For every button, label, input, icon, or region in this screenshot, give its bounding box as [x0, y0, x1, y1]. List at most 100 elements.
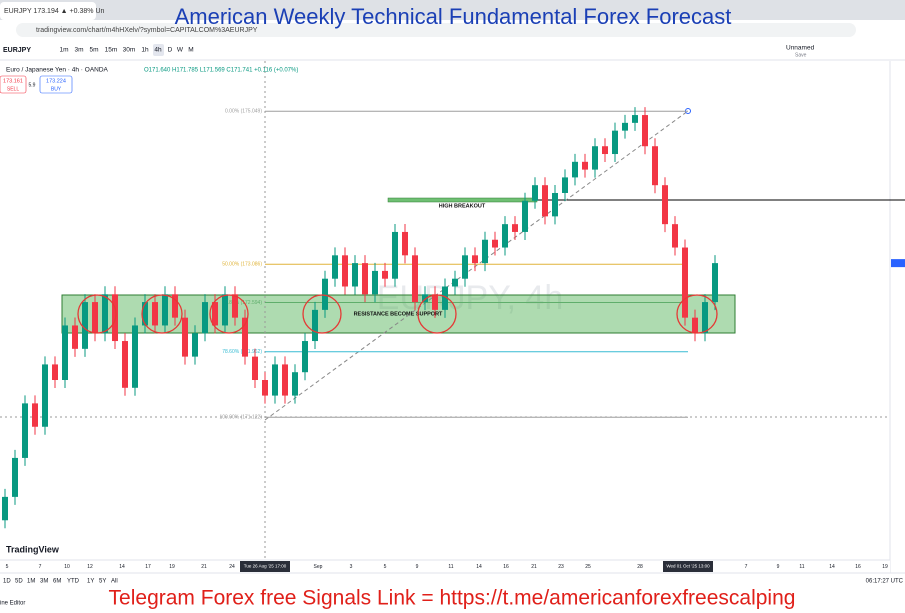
layout-name[interactable]: Unnamed — [786, 45, 815, 52]
candle-body — [572, 161, 578, 178]
interval[interactable]: D — [168, 47, 173, 54]
range-button[interactable]: 5Y — [99, 579, 106, 585]
range-button[interactable]: 3M — [40, 579, 48, 585]
time-label: 10 — [64, 564, 70, 570]
candle-body — [302, 341, 308, 373]
range-button[interactable]: 1M — [27, 579, 35, 585]
sell-price: 173.161 — [3, 78, 23, 84]
symbol[interactable]: EURJPY — [3, 47, 31, 54]
candle-body — [362, 263, 368, 295]
candle-body — [122, 341, 128, 388]
spread: 5.9 — [29, 82, 36, 88]
time-highlight — [663, 561, 713, 572]
breakout-box — [387, 197, 538, 203]
candle-body — [132, 325, 138, 388]
interval[interactable]: 4h — [154, 47, 162, 54]
tab[interactable] — [0, 2, 96, 20]
time-label: 9 — [416, 564, 419, 570]
candle-body — [22, 403, 28, 458]
range-button[interactable]: YTD — [67, 579, 80, 585]
buy-button[interactable] — [39, 75, 73, 94]
interval[interactable]: 15m — [105, 47, 118, 54]
interval[interactable]: 30m — [123, 47, 136, 54]
candle-body — [442, 286, 448, 310]
time-label: 14 — [829, 564, 835, 570]
time-label: 14 — [119, 564, 125, 570]
candle-body — [272, 364, 278, 396]
candle-body — [262, 380, 268, 396]
price-axis — [890, 61, 905, 573]
candle-body — [312, 309, 318, 342]
candle-body — [642, 115, 648, 147]
candle-body — [212, 302, 218, 326]
candle-body — [342, 255, 348, 287]
tab-title: EURJPY 173.194 ▲ +0.38% Un — [4, 8, 104, 15]
instrument: Euro / Japanese Yen · 4h · OANDA — [6, 67, 109, 74]
tab-bar — [0, 0, 905, 20]
candle-body — [202, 302, 208, 334]
range-button[interactable]: All — [111, 579, 118, 585]
ohlc: O171.640 H171.785 L171.569 C171.741 +0.1… — [144, 68, 298, 74]
trend-line — [264, 110, 689, 421]
url-field[interactable] — [16, 23, 856, 37]
time-label: 24 — [229, 564, 235, 570]
candle-body — [82, 302, 88, 349]
telegram-link: Telegram Forex free Signals Link = https… — [109, 587, 796, 610]
time-label: 16 — [503, 564, 509, 570]
time-label: 3 — [350, 564, 353, 570]
range-button[interactable]: 6M — [53, 579, 61, 585]
candle-body — [552, 192, 558, 217]
save[interactable]: Save — [795, 52, 807, 58]
candle-body — [232, 294, 238, 318]
interval-active — [153, 44, 164, 56]
buy-price: 173.224 — [46, 78, 66, 84]
sell-label: SELL — [7, 86, 19, 92]
time-label: 21 — [201, 564, 207, 570]
candle-body — [492, 239, 498, 248]
interval[interactable]: 5m — [89, 47, 98, 54]
candle-body — [502, 224, 508, 248]
candle-body — [102, 294, 108, 334]
fib-group: 0.00% (175.049) 50.00% (173.086) 61.80% (1… — [219, 109, 688, 421]
highlight-circle — [417, 294, 457, 334]
url: tradingview.com/chart/m4hHXelv/?symbol=C… — [36, 27, 258, 34]
candle-body — [282, 364, 288, 396]
time-highlight — [240, 561, 290, 572]
clock: 06:17:27 UTC — [866, 579, 904, 585]
time-label: 17 — [145, 564, 151, 570]
candle-body — [652, 146, 658, 186]
candle-body — [242, 317, 248, 357]
candle-body — [582, 161, 588, 170]
highlight-circle — [302, 294, 342, 334]
time-axis — [0, 560, 890, 573]
time-label: 7 — [745, 564, 748, 570]
candle-body — [222, 294, 228, 326]
time-label: 14 — [476, 564, 482, 570]
candle-body — [472, 255, 478, 264]
sell-button[interactable] — [0, 75, 27, 94]
candle-body — [352, 263, 358, 287]
panel-tab[interactable]: ine Editor — [0, 601, 25, 607]
candle-body — [452, 278, 458, 287]
range-button[interactable]: 1Y — [87, 579, 94, 585]
candle-body — [62, 325, 68, 380]
candle-body — [382, 270, 388, 279]
range-button[interactable]: 5D — [15, 579, 23, 585]
candle-body — [402, 231, 408, 256]
candle-body — [182, 317, 188, 357]
interval[interactable]: 1m — [59, 47, 68, 54]
time-label: Tue 26 Aug '25 17:00 — [244, 564, 287, 569]
time-label: 7 — [39, 564, 42, 570]
candle-body — [422, 294, 428, 303]
interval[interactable]: 1h — [141, 47, 149, 54]
last-price-marker — [891, 259, 905, 268]
interval[interactable]: W — [177, 47, 184, 54]
range-button[interactable]: 1D — [3, 579, 11, 585]
interval[interactable]: 3m — [74, 47, 83, 54]
interval[interactable]: M — [188, 47, 193, 54]
candle-body — [112, 294, 118, 342]
candle-body — [622, 122, 628, 131]
highlight-circle — [141, 294, 183, 334]
